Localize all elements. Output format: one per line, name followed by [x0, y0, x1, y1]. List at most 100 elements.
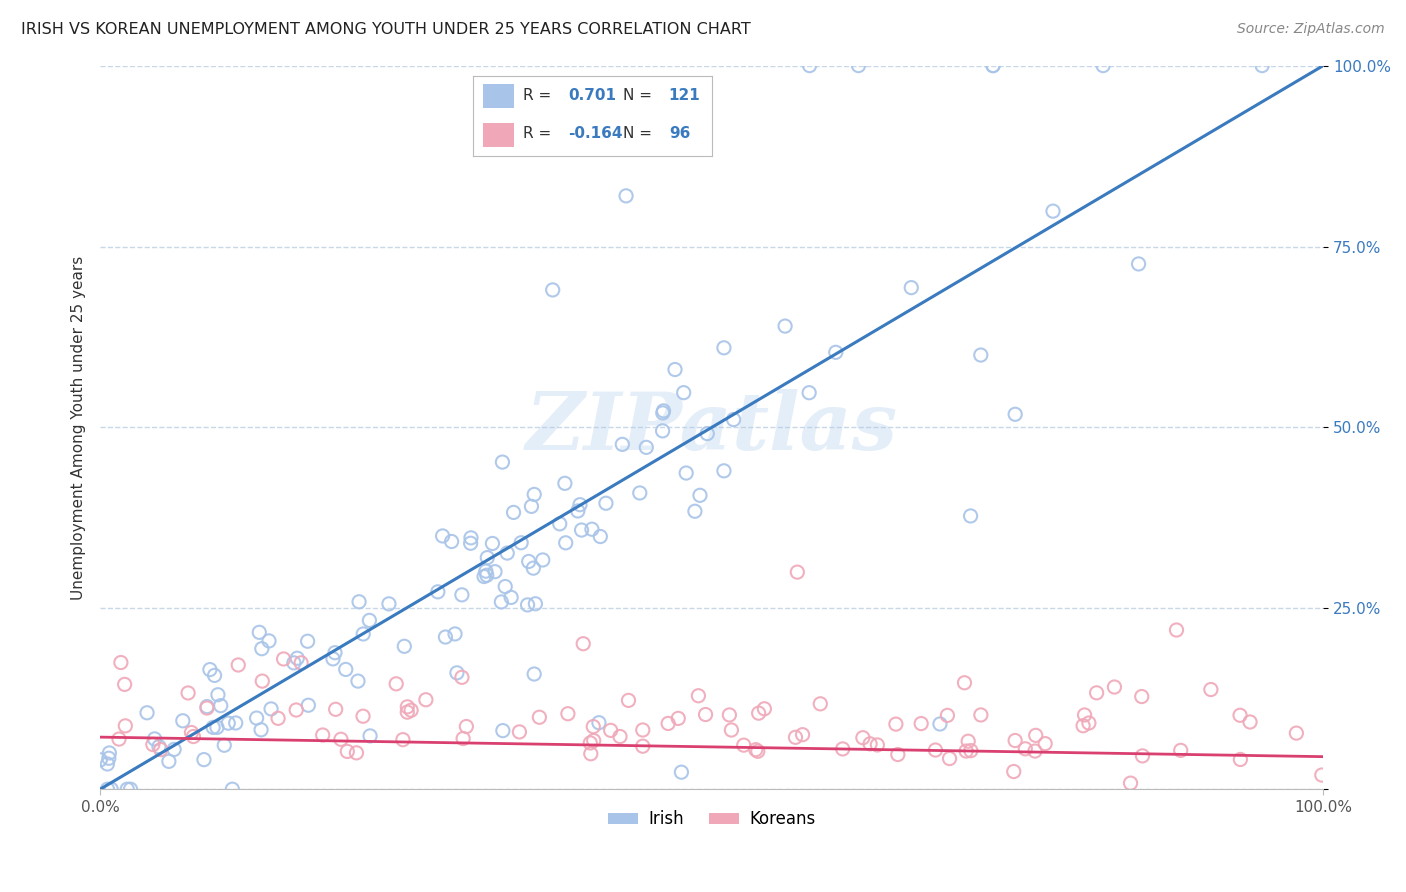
Point — [399, 703, 422, 717]
Point — [451, 731, 474, 746]
Point — [792, 728, 814, 742]
Legend: Irish, Koreans: Irish, Koreans — [602, 804, 823, 835]
Point — [89, 753, 111, 767]
Point — [1199, 682, 1222, 697]
Point — [614, 189, 637, 203]
Point — [657, 716, 679, 731]
Point — [1024, 744, 1046, 758]
Point — [434, 630, 457, 644]
Point — [492, 723, 515, 738]
Point — [720, 723, 742, 737]
Point — [120, 782, 142, 797]
Point — [683, 504, 706, 518]
Point — [1251, 59, 1274, 73]
Point — [1285, 726, 1308, 740]
Point — [824, 345, 846, 359]
Point — [799, 59, 821, 73]
Point — [1002, 764, 1025, 779]
Point — [652, 404, 675, 418]
Point — [494, 580, 516, 594]
Point — [631, 739, 654, 754]
Point — [569, 498, 592, 512]
Point — [451, 670, 474, 684]
Point — [581, 522, 603, 536]
Point — [329, 732, 352, 747]
Point — [848, 59, 870, 73]
Point — [491, 455, 513, 469]
Point — [1085, 686, 1108, 700]
Point — [177, 686, 200, 700]
Point — [531, 553, 554, 567]
Point — [571, 523, 593, 537]
Point — [1130, 690, 1153, 704]
Point — [396, 705, 419, 719]
Point — [475, 568, 498, 582]
Point — [352, 627, 374, 641]
Point — [1229, 752, 1251, 766]
Point — [1166, 623, 1188, 637]
Point — [325, 702, 347, 716]
Point — [1073, 708, 1095, 723]
Point — [959, 508, 981, 523]
Point — [1229, 708, 1251, 723]
Point — [260, 702, 283, 716]
Point — [163, 742, 186, 756]
Point — [484, 565, 506, 579]
Point — [285, 703, 308, 717]
Point — [460, 531, 482, 545]
Point — [664, 362, 686, 376]
Point — [359, 729, 381, 743]
Point — [695, 707, 717, 722]
Point — [970, 348, 993, 362]
Point — [359, 614, 381, 628]
Point — [114, 719, 136, 733]
Point — [432, 529, 454, 543]
Point — [859, 737, 882, 751]
Point — [446, 665, 468, 680]
Point — [198, 663, 221, 677]
Point — [612, 437, 634, 451]
Point — [938, 751, 960, 765]
Point — [394, 640, 416, 654]
Point — [628, 486, 651, 500]
Point — [142, 738, 165, 752]
Point — [460, 536, 482, 550]
Point — [523, 667, 546, 681]
Point — [1004, 407, 1026, 421]
Point — [193, 753, 215, 767]
Point — [688, 689, 710, 703]
Point — [100, 782, 122, 797]
Point — [1033, 737, 1056, 751]
Point — [214, 738, 236, 752]
Point — [970, 708, 993, 723]
Point — [440, 534, 463, 549]
Point — [1004, 733, 1026, 747]
Point — [378, 597, 401, 611]
Point — [1119, 776, 1142, 790]
Point — [297, 634, 319, 648]
Point — [477, 550, 499, 565]
Point — [981, 59, 1004, 73]
Point — [557, 706, 579, 721]
Point — [1128, 257, 1150, 271]
Point — [588, 715, 610, 730]
Point — [108, 732, 131, 747]
Point — [481, 536, 503, 550]
Point — [246, 711, 269, 725]
Point — [718, 708, 741, 723]
Point — [723, 412, 745, 426]
Point — [831, 742, 853, 756]
Point — [502, 505, 524, 519]
Point — [1092, 59, 1115, 73]
Point — [1170, 743, 1192, 757]
Point — [508, 725, 530, 739]
Point — [747, 744, 769, 758]
Point — [733, 738, 755, 752]
Text: Source: ZipAtlas.com: Source: ZipAtlas.com — [1237, 22, 1385, 37]
Point — [572, 637, 595, 651]
Point — [524, 597, 547, 611]
Point — [675, 466, 697, 480]
Point — [579, 747, 602, 761]
Point — [396, 699, 419, 714]
Point — [671, 765, 693, 780]
